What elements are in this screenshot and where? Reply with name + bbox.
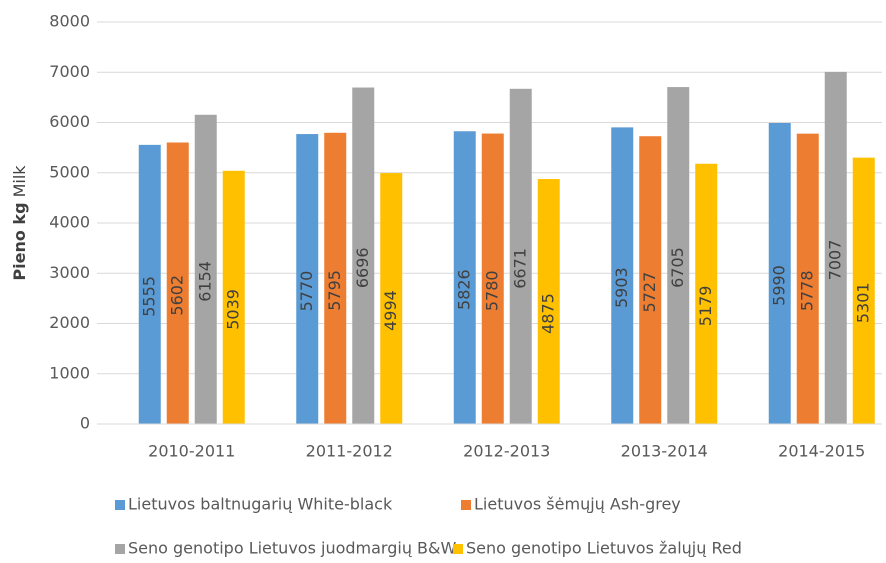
y-tick-label: 2000 [49,313,90,332]
bar [166,142,189,424]
value-label: 6696 [353,247,372,288]
value-label: 5602 [167,275,186,316]
bar [852,157,875,424]
y-tick-label: 5000 [49,162,90,181]
legend-swatch [453,544,463,554]
bar [667,87,690,424]
value-label: 5039 [223,289,242,330]
legend-label: Seno genotipo Lietuvos žalųjų Red [466,539,742,558]
y-label-rest: Milk [10,165,29,198]
legend-label: Lietuvos šėmųjų Ash-grey [474,495,681,514]
value-label: 6154 [195,261,214,302]
legend-label: Lietuvos baltnugarių White-black [128,495,393,514]
y-tick-label: 1000 [49,363,90,382]
bar [695,163,718,424]
bar [639,136,662,424]
y-tick-label: 0 [80,414,90,433]
value-label: 5903 [612,267,631,308]
bar [324,132,347,424]
legend-label: Seno genotipo Lietuvos juodmargių B&W [128,539,456,558]
value-label: 5727 [640,272,659,313]
bar [194,114,217,424]
y-tick-label: 6000 [49,112,90,131]
value-label: 4875 [538,293,557,334]
value-label: 4994 [381,290,400,331]
x-tick-label: 2011-2012 [306,442,393,461]
x-tick-label: 2014-2015 [778,442,865,461]
value-label: 5795 [325,270,344,311]
value-label: 5770 [297,271,316,312]
bar [824,71,847,424]
bar [537,179,560,424]
value-label: 6671 [510,248,529,289]
bar [296,134,319,424]
value-label: 5990 [769,265,788,306]
y-tick-label: 7000 [49,62,90,81]
x-tick-label: 2013-2014 [621,442,708,461]
legend-swatch [115,544,125,554]
bar [138,144,161,424]
x-tick-label: 2012-2013 [463,442,550,461]
bar [380,173,403,424]
bar [352,87,375,424]
y-tick-label: 8000 [49,12,90,31]
bar [222,170,245,424]
value-label: 5778 [797,270,816,311]
y-tick-label: 3000 [49,263,90,282]
bar [611,127,634,424]
value-label: 5826 [454,269,473,310]
legend-swatch [461,500,471,510]
x-tick-label: 2010-2011 [148,442,235,461]
value-label: 5301 [853,282,872,323]
value-label: 5179 [696,286,715,327]
value-label: 6705 [668,247,687,288]
legend-swatch [115,500,125,510]
value-label: 5555 [139,276,158,317]
bar [796,133,819,424]
y-tick-label: 4000 [49,213,90,232]
bar [509,88,532,424]
y-label-bold: Pieno kg [10,202,29,280]
value-label: 5780 [482,270,501,311]
bar [453,131,476,424]
bar [768,123,791,424]
value-label: 7007 [825,240,844,281]
bar [481,133,504,424]
y-axis-label: Pieno kg Milk [10,165,29,281]
